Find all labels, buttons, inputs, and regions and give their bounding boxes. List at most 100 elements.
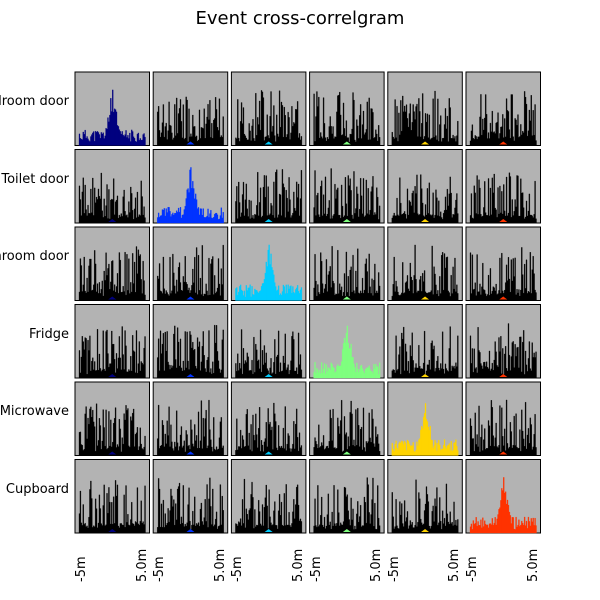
zero-lag-marker bbox=[264, 374, 273, 377]
histogram-bars bbox=[157, 325, 224, 379]
histogram-bars bbox=[78, 89, 146, 146]
correlogram-cell-1-6 bbox=[465, 71, 541, 146]
histogram-bars bbox=[391, 326, 459, 379]
zero-lag-marker bbox=[264, 451, 273, 455]
histogram-bars bbox=[235, 329, 303, 379]
x-tick-label: -5m bbox=[386, 556, 402, 582]
histogram-bars bbox=[313, 246, 381, 301]
histogram-bars bbox=[469, 399, 537, 456]
histogram-bars bbox=[157, 399, 224, 456]
histogram-bars bbox=[469, 91, 537, 146]
correlogram-cell-3-2 bbox=[152, 226, 229, 301]
correlogram-cell-4-5 bbox=[387, 304, 463, 379]
correlogram-cell-2-3 bbox=[230, 149, 307, 224]
zero-lag-marker bbox=[421, 141, 430, 145]
correlogram-cell-2-6 bbox=[465, 149, 541, 224]
histogram-bars bbox=[391, 244, 459, 301]
correlogram-cell-6-3 bbox=[230, 459, 307, 534]
row-label: Fridge bbox=[29, 326, 69, 342]
histogram-bars bbox=[78, 326, 146, 379]
histogram-bars bbox=[469, 172, 537, 224]
x-tick-label: -5m bbox=[230, 556, 246, 582]
histogram-bars bbox=[313, 400, 381, 456]
row-label: Bathroom door bbox=[0, 249, 69, 264]
zero-lag-marker bbox=[421, 219, 430, 222]
correlogram-cell-5-1 bbox=[74, 381, 150, 456]
histogram-bars bbox=[391, 90, 459, 146]
correlogram-cell-4-1 bbox=[74, 304, 150, 379]
row-label: Cupboard bbox=[5, 481, 69, 497]
zero-lag-marker bbox=[342, 451, 351, 455]
zero-lag-marker bbox=[499, 219, 508, 222]
zero-lag-marker bbox=[342, 529, 351, 532]
zero-lag-marker bbox=[342, 141, 351, 145]
histogram-bars bbox=[78, 246, 146, 301]
x-tick-label: -5m bbox=[465, 556, 480, 582]
zero-lag-marker bbox=[264, 529, 273, 532]
correlogram-cell-3-4 bbox=[309, 226, 385, 301]
x-tick-label: 5.0m bbox=[134, 548, 150, 582]
correlogram-cell-6-2 bbox=[152, 459, 229, 534]
histogram-bars bbox=[157, 167, 224, 224]
histogram-bars bbox=[391, 479, 459, 534]
correlogram-cell-3-5 bbox=[387, 226, 463, 301]
zero-lag-marker bbox=[264, 219, 273, 222]
cell-background bbox=[230, 304, 307, 379]
correlogram-cell-1-3 bbox=[230, 71, 307, 146]
zero-lag-marker bbox=[421, 296, 430, 300]
x-tick-label: 5.0m bbox=[369, 548, 385, 582]
histogram-bars bbox=[157, 477, 224, 534]
chart-title: Event cross-correlgram bbox=[195, 8, 405, 29]
correlogram-cell-6-4 bbox=[309, 459, 385, 534]
zero-lag-marker bbox=[108, 451, 117, 455]
correlogram-cell-2-1 bbox=[74, 149, 150, 224]
x-tick-label: 5.0m bbox=[290, 548, 306, 582]
histogram-bars bbox=[78, 172, 146, 224]
zero-lag-marker bbox=[108, 374, 117, 377]
histogram-bars bbox=[78, 480, 146, 534]
correlogram-cell-5-6 bbox=[465, 381, 541, 456]
correlogram-cell-6-1 bbox=[74, 459, 150, 534]
histogram-bars bbox=[157, 96, 224, 146]
zero-lag-marker bbox=[499, 296, 508, 300]
zero-lag-marker bbox=[108, 296, 117, 300]
correlogram-cell-4-6 bbox=[465, 304, 541, 379]
correlogram-cell-5-3 bbox=[230, 381, 307, 456]
zero-lag-marker bbox=[186, 374, 195, 377]
correlogram-cell-3-1 bbox=[74, 226, 150, 301]
zero-lag-marker bbox=[499, 141, 508, 145]
row-label: Microwave bbox=[0, 404, 69, 419]
histogram-bars bbox=[469, 477, 537, 534]
correlogram-cell-2-5 bbox=[387, 149, 463, 224]
x-tick-label: -5m bbox=[74, 556, 89, 582]
row-label: Bedroom door bbox=[0, 94, 69, 109]
histogram-bars bbox=[235, 478, 303, 534]
correlogram-cell-1-5 bbox=[387, 71, 463, 146]
correlogram-cell-5-4 bbox=[309, 381, 385, 456]
histogram-bars bbox=[235, 402, 303, 456]
zero-lag-marker bbox=[499, 374, 508, 377]
x-tick-label: 5.0m bbox=[212, 548, 228, 582]
histogram-bars bbox=[313, 325, 381, 379]
correlogram-cell-3-6 bbox=[465, 226, 541, 301]
cell-background bbox=[465, 226, 541, 301]
zero-lag-marker bbox=[186, 529, 195, 532]
correlogram-cell-6-5 bbox=[387, 459, 463, 534]
zero-lag-marker bbox=[342, 219, 351, 222]
histogram-bars bbox=[235, 90, 303, 146]
correlogram-cell-4-4 bbox=[309, 304, 385, 379]
correlogram-cell-4-3 bbox=[230, 304, 307, 379]
row-label: Toilet door bbox=[1, 171, 69, 187]
histogram-bars bbox=[157, 244, 224, 301]
histogram-bars bbox=[313, 477, 381, 534]
histogram-bars bbox=[391, 174, 459, 224]
correlogram-cell-2-2 bbox=[152, 149, 229, 224]
zero-lag-marker bbox=[342, 296, 351, 300]
histogram-bars bbox=[313, 91, 381, 146]
x-tick-label: 5.0m bbox=[525, 548, 541, 582]
zero-lag-marker bbox=[186, 296, 195, 300]
histogram-bars bbox=[235, 244, 303, 301]
correlogram-cell-6-6 bbox=[465, 459, 541, 534]
